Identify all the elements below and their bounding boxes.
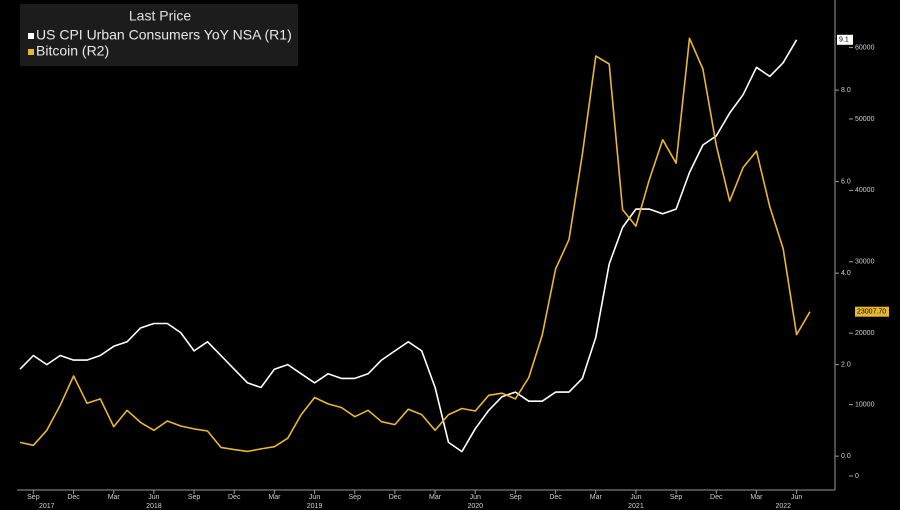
y2-tick-label: 60000 xyxy=(855,44,875,51)
legend-box xyxy=(20,4,298,66)
y-tick-label: 2.0 xyxy=(841,361,851,368)
x-year-label: 2022 xyxy=(775,503,791,510)
y-tick-label: 8.0 xyxy=(841,87,851,94)
value-tag-label: 23007.70 xyxy=(857,309,886,316)
x-tick-label: Jun xyxy=(630,494,641,501)
value-tag xyxy=(855,306,889,317)
legend-label: US CPI Urban Consumers YoY NSA (R1) xyxy=(36,27,292,43)
y2-tick-label: 10000 xyxy=(855,401,875,408)
x-tick-label: Jun xyxy=(309,494,320,501)
x-tick-label: Jun xyxy=(791,494,802,501)
y-tick-label: 4.0 xyxy=(841,270,851,277)
x-tick-label: Dec xyxy=(549,494,562,501)
y2-tick-label: 20000 xyxy=(855,330,875,337)
x-tick-label: Sep xyxy=(349,494,362,501)
x-tick-label: Mar xyxy=(429,494,442,501)
y2-tick-label: 50000 xyxy=(855,116,875,123)
x-year-label: 2021 xyxy=(628,503,644,510)
x-tick-label: Mar xyxy=(750,494,763,501)
y-tick-label: 0.0 xyxy=(841,453,851,460)
x-year-label: 2017 xyxy=(39,503,55,510)
legend-title: Last Price xyxy=(129,8,191,24)
x-tick-label: Mar xyxy=(590,494,603,501)
y2-tick-label: 30000 xyxy=(855,259,875,266)
legend-swatch xyxy=(28,49,34,55)
value-tag xyxy=(837,34,853,45)
x-tick-label: Sep xyxy=(670,494,683,501)
x-tick-label: Jun xyxy=(148,494,159,501)
x-year-label: 2019 xyxy=(307,503,323,510)
y-tick-label: 6.0 xyxy=(841,178,851,185)
y2-tick-label: 40000 xyxy=(855,187,875,194)
x-tick-label: Mar xyxy=(268,494,281,501)
x-year-label: 2018 xyxy=(146,503,162,510)
x-tick-label: Dec xyxy=(67,494,80,501)
series-line xyxy=(19,39,798,453)
x-year-label: 2020 xyxy=(467,503,483,510)
series-line xyxy=(19,37,811,453)
x-tick-label: Sep xyxy=(188,494,201,501)
legend-label: Bitcoin (R2) xyxy=(36,43,109,59)
y2-tick-label: 0 xyxy=(855,473,859,480)
x-tick-label: Sep xyxy=(27,494,40,501)
x-tick-label: Dec xyxy=(389,494,402,501)
value-tag-label: 9.1 xyxy=(839,37,849,44)
x-tick-label: Jun xyxy=(470,494,481,501)
x-tick-label: Sep xyxy=(509,494,522,501)
legend-swatch xyxy=(28,33,34,39)
x-tick-label: Dec xyxy=(228,494,241,501)
x-tick-label: Dec xyxy=(710,494,723,501)
x-tick-label: Mar xyxy=(108,494,121,501)
